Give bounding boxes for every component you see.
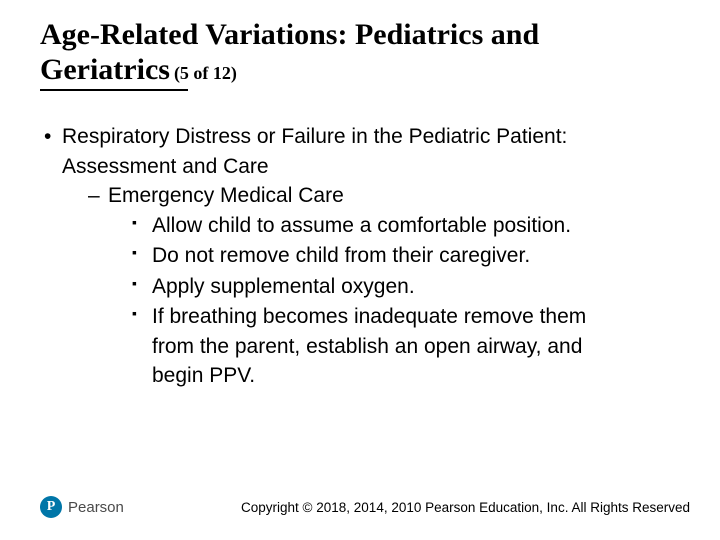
bullet-level-3: Do not remove child from their caregiver… <box>40 242 680 270</box>
bullet-level-3-cont: begin PPV. <box>40 362 680 390</box>
slide-body: Respiratory Distress or Failure in the P… <box>40 123 680 390</box>
bullet-level-3: If breathing becomes inadequate remove t… <box>40 303 680 331</box>
pearson-logo: P Pearson <box>40 496 124 518</box>
copyright-text: Copyright © 2018, 2014, 2010 Pearson Edu… <box>241 500 690 515</box>
bullet-level-3: Allow child to assume a comfortable posi… <box>40 212 680 240</box>
bullet-level-1: Respiratory Distress or Failure in the P… <box>40 123 680 151</box>
bullet-level-2: Emergency Medical Care <box>40 182 680 210</box>
pearson-logo-icon: P <box>40 496 62 518</box>
bullet-level-3: Apply supplemental oxygen. <box>40 273 680 301</box>
title-word-geriatrics: Geriatrics <box>40 53 170 86</box>
title-underline <box>40 89 188 91</box>
bullet-level-3-cont: from the parent, establish an open airwa… <box>40 333 680 361</box>
pearson-logo-text: Pearson <box>68 499 124 516</box>
slide-footer: P Pearson Copyright © 2018, 2014, 2010 P… <box>40 496 690 518</box>
title-line-1: Age-Related Variations: Pediatrics and <box>40 18 680 53</box>
title-page-count: (5 of 12) <box>174 63 237 83</box>
bullet-level-1-cont: Assessment and Care <box>40 153 680 181</box>
slide: Age-Related Variations: Pediatrics and G… <box>0 0 720 540</box>
slide-title: Age-Related Variations: Pediatrics and G… <box>40 18 680 87</box>
title-line-2: Geriatrics (5 of 12) <box>40 53 680 88</box>
